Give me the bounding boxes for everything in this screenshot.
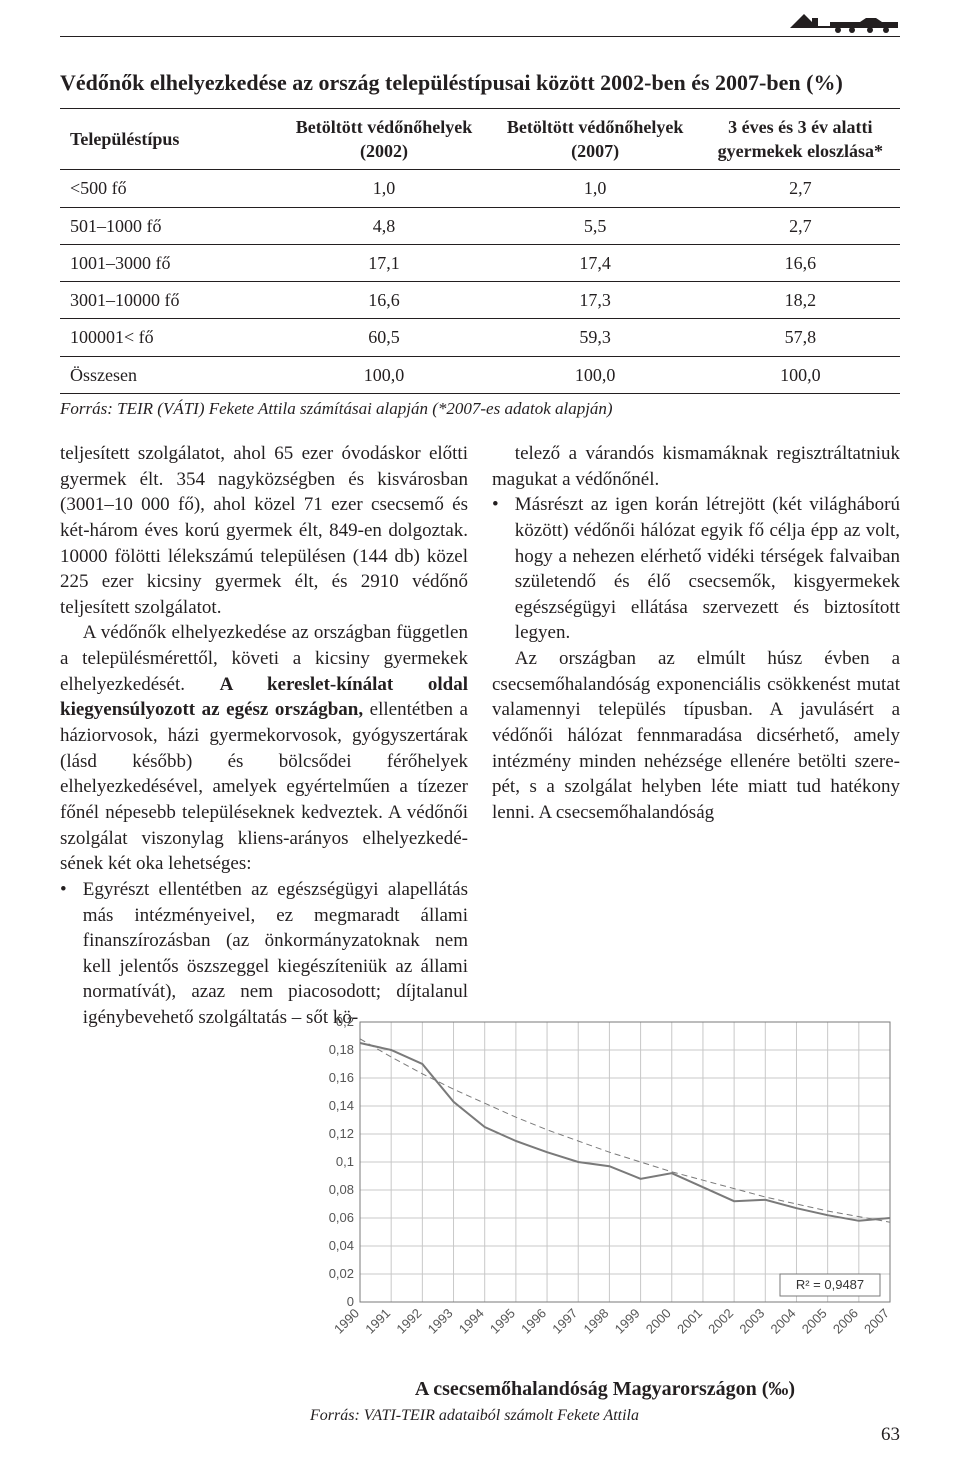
- paragraph: Az országban az elmúlt húsz évben a csec…: [492, 646, 900, 825]
- svg-text:R² = 0,9487: R² = 0,9487: [796, 1277, 864, 1292]
- svg-text:1992: 1992: [393, 1306, 424, 1337]
- chart-title: A csecsemőhalandóság Magyarországon (‰): [310, 1376, 900, 1403]
- paragraph-span: ellentétben a háziorvo­sok, házi gyermek…: [60, 699, 468, 874]
- svg-text:1999: 1999: [612, 1306, 643, 1337]
- bullet-marker-icon: •: [60, 877, 83, 1031]
- col-header-sub: (2007): [571, 141, 619, 161]
- header-silhouette-icon: [790, 8, 900, 34]
- col-header-text: Településtípus: [70, 129, 179, 149]
- svg-text:0,14: 0,14: [329, 1098, 354, 1113]
- col-header: Településtípus: [60, 108, 278, 170]
- table-cell: 60,5: [278, 319, 489, 356]
- table-cell: 18,2: [701, 282, 900, 319]
- table-cell: 1001–3000 fő: [60, 244, 278, 281]
- left-column: teljesített szolgálatot, ahol 65 ezer óv…: [60, 441, 468, 1031]
- col-header-sub: gyermekek eloszlása*: [718, 141, 883, 161]
- line-chart: 00,020,040,060,080,10,120,140,160,180,21…: [310, 1012, 900, 1362]
- svg-text:2007: 2007: [861, 1306, 892, 1337]
- svg-text:1994: 1994: [456, 1306, 487, 1337]
- table-source: Forrás: TEIR (VÁTI) Fekete Attila számít…: [60, 398, 900, 421]
- col-header: 3 éves és 3 év alatti gyermekek eloszlás…: [701, 108, 900, 170]
- page-number: 63: [881, 1422, 900, 1448]
- svg-text:1995: 1995: [487, 1306, 518, 1337]
- table-cell: 501–1000 fő: [60, 207, 278, 244]
- bullet-marker-icon: •: [492, 492, 515, 646]
- svg-text:1991: 1991: [362, 1306, 393, 1337]
- table-cell: 16,6: [278, 282, 489, 319]
- paragraph: teljesített szolgálatot, ahol 65 ezer óv…: [60, 441, 468, 620]
- table-row: 100001< fő60,559,357,8: [60, 319, 900, 356]
- table-cell: 57,8: [701, 319, 900, 356]
- paragraph: telező a várandós kismamáknak re­gisztrá…: [492, 441, 900, 492]
- svg-text:2001: 2001: [674, 1306, 705, 1337]
- table-cell: 100,0: [278, 356, 489, 393]
- table-header-row: Településtípus Betöltött védőnőhelyek (2…: [60, 108, 900, 170]
- table-row: 501–1000 fő4,85,52,7: [60, 207, 900, 244]
- bullet-text: Másrészt az igen korán létrejött (két vi…: [515, 492, 900, 646]
- bullet-item: • Egyrészt ellentétben az egészségügyi a…: [60, 877, 468, 1031]
- svg-text:0,02: 0,02: [329, 1266, 354, 1281]
- svg-text:2005: 2005: [799, 1306, 830, 1337]
- table-cell: 17,1: [278, 244, 489, 281]
- col-header-text: Betöltött védőnőhelyek: [507, 117, 683, 137]
- table-cell: 1,0: [490, 170, 701, 207]
- svg-text:1997: 1997: [549, 1306, 580, 1337]
- table-cell: 4,8: [278, 207, 489, 244]
- svg-text:2004: 2004: [768, 1306, 799, 1337]
- table-cell: 100,0: [701, 356, 900, 393]
- table-row: <500 fő1,01,02,7: [60, 170, 900, 207]
- page-title: Védőnők elhelyezkedése az ország települ…: [60, 68, 900, 98]
- paragraph: A védőnők elhelyezkedése az ország­ban f…: [60, 620, 468, 876]
- table-cell: Összesen: [60, 356, 278, 393]
- bullet-text: Egyrészt ellentétben az egészségügyi ala…: [83, 877, 468, 1031]
- table-cell: 59,3: [490, 319, 701, 356]
- svg-text:2003: 2003: [736, 1306, 767, 1337]
- svg-text:0,2: 0,2: [336, 1014, 354, 1029]
- table-row: Összesen100,0100,0100,0: [60, 356, 900, 393]
- data-table: Településtípus Betöltött védőnőhelyek (2…: [60, 108, 900, 394]
- col-header: Betöltött védőnőhelyek (2002): [278, 108, 489, 170]
- svg-text:1996: 1996: [518, 1306, 549, 1337]
- table-row: 3001–10000 fő16,617,318,2: [60, 282, 900, 319]
- table-cell: 16,6: [701, 244, 900, 281]
- table-cell: 1,0: [278, 170, 489, 207]
- svg-text:0,1: 0,1: [336, 1154, 354, 1169]
- table-cell: 3001–10000 fő: [60, 282, 278, 319]
- table-row: 1001–3000 fő17,117,416,6: [60, 244, 900, 281]
- col-header-sub: (2002): [360, 141, 408, 161]
- header-rule: [60, 36, 900, 37]
- svg-text:1993: 1993: [425, 1306, 456, 1337]
- svg-text:2000: 2000: [643, 1306, 674, 1337]
- svg-text:0,12: 0,12: [329, 1126, 354, 1141]
- col-header-text: Betöltött védőnőhelyek: [296, 117, 472, 137]
- chart-source: Forrás: VATI-TEIR adataiból számolt Feke…: [310, 1405, 900, 1427]
- table-cell: 2,7: [701, 170, 900, 207]
- table-cell: <500 fő: [60, 170, 278, 207]
- col-header: Betöltött védőnőhelyek (2007): [490, 108, 701, 170]
- svg-text:0,06: 0,06: [329, 1210, 354, 1225]
- text-columns: teljesített szolgálatot, ahol 65 ezer óv…: [60, 441, 900, 1031]
- table-cell: 100,0: [490, 356, 701, 393]
- svg-text:2006: 2006: [830, 1306, 861, 1337]
- table-cell: 2,7: [701, 207, 900, 244]
- table-cell: 100001< fő: [60, 319, 278, 356]
- svg-text:0,18: 0,18: [329, 1042, 354, 1057]
- bullet-item: • Másrészt az igen korán létrejött (két …: [492, 492, 900, 646]
- chart-block: 00,020,040,060,080,10,120,140,160,180,21…: [310, 1012, 900, 1426]
- col-header-text: 3 éves és 3 év alatti: [728, 117, 872, 137]
- table-cell: 5,5: [490, 207, 701, 244]
- table-cell: 17,3: [490, 282, 701, 319]
- svg-text:0,16: 0,16: [329, 1070, 354, 1085]
- svg-text:0,08: 0,08: [329, 1182, 354, 1197]
- svg-text:1998: 1998: [580, 1306, 611, 1337]
- svg-text:0,04: 0,04: [329, 1238, 354, 1253]
- svg-text:2002: 2002: [705, 1306, 736, 1337]
- table-cell: 17,4: [490, 244, 701, 281]
- right-column: telező a várandós kismamáknak re­gisztrá…: [492, 441, 900, 1031]
- svg-text:1990: 1990: [331, 1306, 362, 1337]
